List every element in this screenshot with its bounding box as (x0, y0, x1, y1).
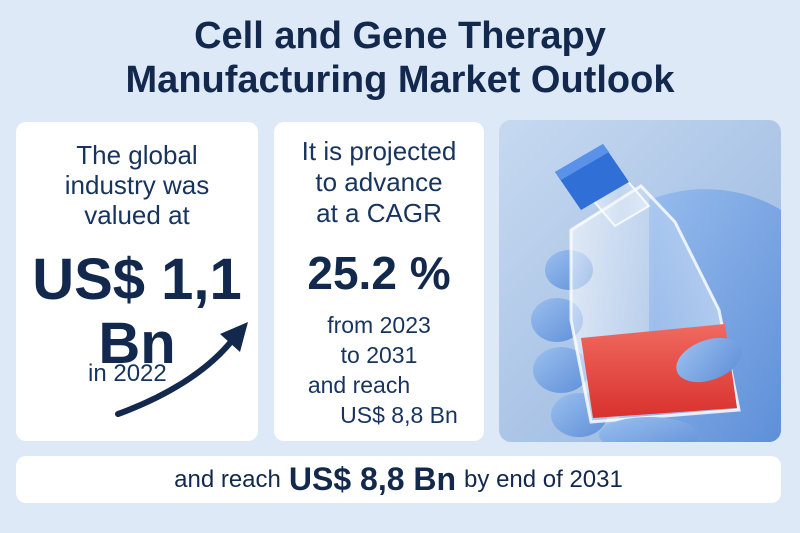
valuation-year: in 2022 (88, 360, 167, 387)
summary-banner: and reach US$ 8,8 Bn by end of 2031 (16, 456, 781, 503)
projection-lead: It is projected to advance at a CAGR (274, 136, 484, 229)
valuation-value: US$ 1,1 Bn (16, 248, 258, 376)
page-title: Cell and Gene Therapy Manufacturing Mark… (0, 14, 800, 102)
projection-lead-line: It is projected (301, 136, 457, 166)
projection-detail-line: to 2031 (340, 342, 418, 368)
valuation-card: The global industry was valued at US$ 1,… (16, 122, 258, 441)
valuation-lead-line: The global (76, 140, 198, 170)
valuation-lead-line: industry was (64, 170, 210, 200)
projection-card: It is projected to advance at a CAGR 25.… (274, 122, 484, 441)
banner-prefix: and reach (174, 465, 281, 493)
trend-arrow-icon (115, 322, 248, 417)
valuation-value-line: Bn (98, 311, 176, 376)
valuation-lead-line: valued at (84, 200, 190, 230)
title-line-1: Cell and Gene Therapy (194, 15, 606, 57)
projection-detail-line: and reach (307, 372, 411, 398)
banner-highlight: US$ 8,8 Bn (288, 461, 457, 497)
cagr-value: 25.2 % (307, 247, 451, 299)
projection-detail-line: US$ 8,8 Bn (340, 402, 458, 428)
banner-text: and reach US$ 8,8 Bn by end of 2031 (16, 456, 781, 503)
valuation-value-line: US$ 1,1 (32, 247, 242, 312)
projection-detail-line: from 2023 (327, 312, 431, 338)
flask-photo (499, 120, 781, 442)
valuation-lead: The global industry was valued at (16, 140, 258, 230)
banner-suffix: by end of 2031 (464, 465, 623, 493)
title-line-2: Manufacturing Market Outlook (125, 59, 675, 101)
cell-culture-flask-icon (531, 144, 781, 442)
projection-lead-line: at a CAGR (316, 198, 442, 228)
projection-lead-line: to advance (315, 167, 443, 197)
projection-detail: from 2023 to 2031 and reach US$ 8,8 Bn (274, 310, 484, 430)
